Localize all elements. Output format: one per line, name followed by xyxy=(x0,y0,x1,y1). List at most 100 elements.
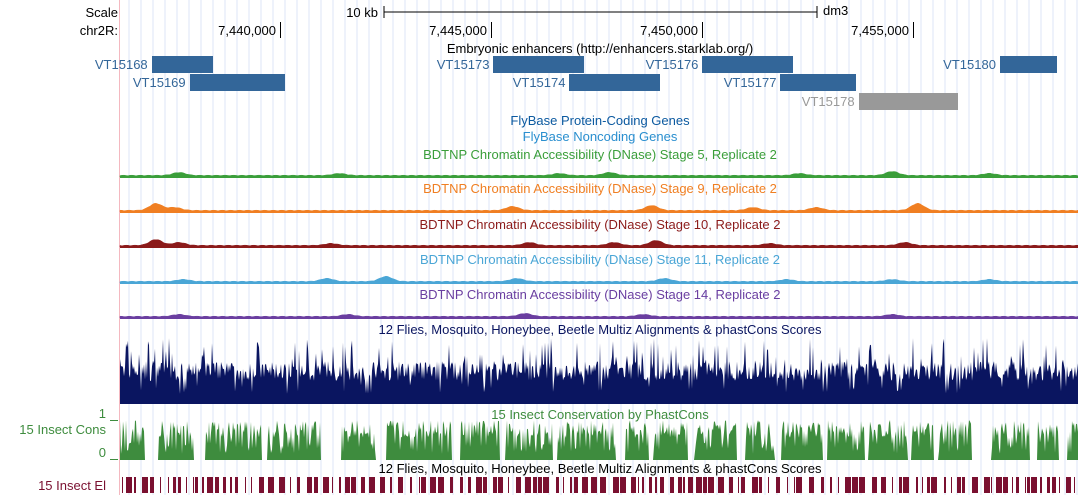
conserved-element xyxy=(660,477,664,493)
conserved-element xyxy=(776,477,780,493)
enhancer-feature-vt15178[interactable] xyxy=(858,93,958,110)
conserved-element xyxy=(600,477,606,493)
conserved-element xyxy=(332,477,333,493)
conserved-element xyxy=(944,477,946,493)
flybase-coding-track-title[interactable]: FlyBase Protein-Coding Genes xyxy=(510,113,690,128)
dnase-stage10-title[interactable]: BDTNP Chromatin Accessibility (DNase) St… xyxy=(419,217,781,232)
conserved-element xyxy=(821,477,824,493)
elements-left-label[interactable]: 15 Insect El xyxy=(38,478,106,493)
conserved-element xyxy=(230,477,232,493)
enhancer-feature-vt15173[interactable] xyxy=(493,56,585,73)
conserved-element xyxy=(683,477,685,493)
conserved-element xyxy=(670,477,674,493)
conserved-element xyxy=(538,477,542,493)
conserved-element xyxy=(173,477,176,493)
conserved-element xyxy=(688,477,693,493)
conserved-element xyxy=(1012,477,1013,493)
ruler-tick-label: 7,455,000 xyxy=(851,23,909,38)
conserved-element xyxy=(314,477,318,493)
conserved-element xyxy=(752,477,758,493)
conserved-element xyxy=(421,477,426,493)
enhancer-feature-vt15174[interactable] xyxy=(569,74,661,91)
conservation-left-label[interactable]: 15 Insect Cons xyxy=(19,422,106,437)
conserved-element xyxy=(380,477,385,493)
conserved-element xyxy=(591,477,597,493)
assembly-label: dm3 xyxy=(823,3,849,18)
flybase-noncoding-track-title[interactable]: FlyBase Noncoding Genes xyxy=(522,129,678,144)
enhancer-feature-vt15168[interactable] xyxy=(151,56,213,73)
conserved-element xyxy=(493,477,497,493)
conserved-element xyxy=(899,477,902,493)
enhancer-feature-vt15180[interactable] xyxy=(999,56,1057,73)
conserved-element xyxy=(563,477,564,493)
enhancer-feature-label[interactable]: VT15177 xyxy=(723,75,777,90)
conserved-element xyxy=(525,477,531,493)
conserved-element xyxy=(922,477,923,493)
conserved-element xyxy=(703,477,707,493)
enhancer-feature-vt15169[interactable] xyxy=(189,74,285,91)
conserved-element xyxy=(809,477,814,493)
dnase-stage14-title[interactable]: BDTNP Chromatin Accessibility (DNase) St… xyxy=(419,287,781,302)
enhancer-feature-label[interactable]: VT15180 xyxy=(943,57,996,72)
ruler-tick-label: 7,440,000 xyxy=(218,23,276,38)
conserved-element xyxy=(259,477,264,493)
enhancers-track-title[interactable]: Embryonic enhancers (http://enhancers.st… xyxy=(446,41,754,56)
conserved-element xyxy=(215,477,219,493)
conserved-element xyxy=(279,477,285,493)
dnase-signal xyxy=(119,171,1078,178)
conserved-element xyxy=(892,477,893,493)
enhancer-feature-vt15177[interactable] xyxy=(780,74,857,91)
conserved-element xyxy=(1031,477,1037,493)
dnase-stage5-title[interactable]: BDTNP Chromatin Accessibility (DNase) St… xyxy=(423,147,777,162)
conserved-element xyxy=(1059,477,1060,493)
conserved-element xyxy=(872,477,877,493)
conserved-element xyxy=(460,477,463,493)
conserved-element xyxy=(613,477,619,493)
conserved-element xyxy=(390,477,392,493)
conserved-element xyxy=(483,477,487,493)
conserved-element xyxy=(369,477,375,493)
conserved-element xyxy=(787,477,788,493)
conservation-ymax-label: 1 xyxy=(98,406,106,421)
dnase-stage11-title[interactable]: BDTNP Chromatin Accessibility (DNase) St… xyxy=(419,252,781,267)
conserved-element xyxy=(543,477,549,493)
conserved-element xyxy=(235,477,238,493)
conserved-element xyxy=(498,477,503,493)
multiz-signal xyxy=(120,338,1078,404)
conserved-element xyxy=(830,477,832,493)
conservation-ymin-label: 0 xyxy=(98,445,106,460)
conserved-element xyxy=(984,477,990,493)
conserved-element xyxy=(696,477,702,493)
conserved-element xyxy=(859,477,865,493)
enhancer-feature-label[interactable]: VT15174 xyxy=(512,75,566,90)
enhancer-feature-label[interactable]: VT15176 xyxy=(645,57,699,72)
conserved-element xyxy=(142,477,148,493)
conserved-element xyxy=(178,477,181,493)
enhancer-feature-label[interactable]: VT15168 xyxy=(94,57,148,72)
multiz-track-title[interactable]: 12 Flies, Mosquito, Honeybee, Beetle Mul… xyxy=(378,322,822,337)
conserved-element xyxy=(516,477,521,493)
enhancer-feature-vt15176[interactable] xyxy=(702,56,794,73)
dnase-stage9-title[interactable]: BDTNP Chromatin Accessibility (DNase) St… xyxy=(423,181,777,196)
multiz-bottom-track-title[interactable]: 12 Flies, Mosquito, Honeybee, Beetle Mul… xyxy=(378,461,822,476)
conserved-element xyxy=(881,477,886,493)
conserved-element xyxy=(1052,477,1056,493)
dnase-signal xyxy=(119,313,1078,319)
conserved-element xyxy=(678,477,682,493)
conserved-element xyxy=(468,477,471,493)
scale-bar-label: 10 kb xyxy=(346,5,378,20)
conserved-element xyxy=(290,477,291,493)
chrom-label: chr2R: xyxy=(79,23,118,38)
conserved-element xyxy=(1047,477,1050,493)
conserved-element xyxy=(160,477,161,493)
enhancer-feature-label[interactable]: VT15173 xyxy=(436,57,490,72)
enhancer-feature-label[interactable]: VT15169 xyxy=(132,75,186,90)
conserved-element xyxy=(631,477,636,493)
conserved-element xyxy=(361,477,365,493)
enhancer-feature-label[interactable]: VT15178 xyxy=(801,94,855,109)
conserved-element xyxy=(508,477,509,493)
conservation-track-title[interactable]: 15 Insect Conservation by PhastCons xyxy=(491,407,709,422)
conserved-element xyxy=(1025,477,1026,493)
